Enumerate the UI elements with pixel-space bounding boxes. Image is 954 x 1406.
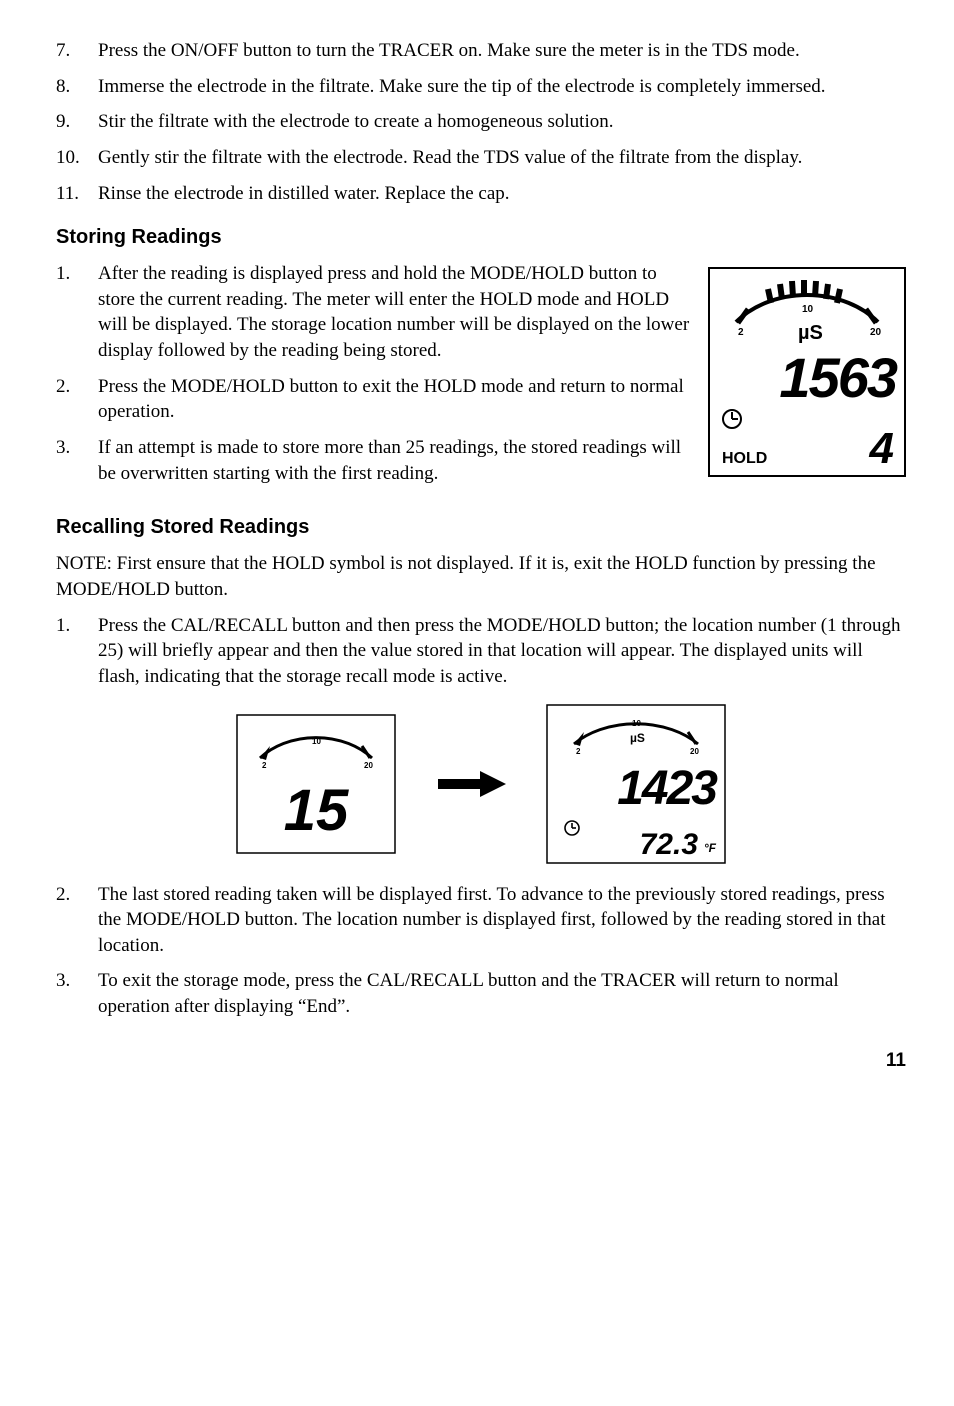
recall-figure-row: 2 10 20 15 2 10 20 µS 1423 72.3 °F [56,704,906,864]
storing-text: 1. After the reading is displayed press … [56,261,690,496]
svg-text:2: 2 [576,747,581,756]
list-item: 2. Press the MODE/HOLD button to exit th… [56,374,690,425]
item-text: Stir the filtrate with the electrode to … [98,109,906,135]
list-item: 3. If an attempt is made to store more t… [56,435,690,486]
storing-section: 1. After the reading is displayed press … [56,261,906,496]
item-number: 3. [56,968,98,1019]
unit-label: µS [798,322,823,344]
item-number: 2. [56,374,98,425]
recall-list: 1. Press the CAL/RECALL button and then … [56,613,906,690]
item-number: 11. [56,181,98,207]
list-item: 11. Rinse the electrode in distilled wat… [56,181,906,207]
item-number: 9. [56,109,98,135]
list-item: 10. Gently stir the filtrate with the el… [56,145,906,171]
item-number: 2. [56,882,98,959]
lcd-figure-storing: 2 10 20 µS 1563 HOLD 4 [708,267,906,477]
instruction-list-1: 7. Press the ON/OFF button to turn the T… [56,38,906,206]
item-number: 7. [56,38,98,64]
item-number: 3. [56,435,98,486]
main-reading: 1563 [779,346,897,409]
item-number: 8. [56,74,98,100]
svg-text:µS: µS [630,731,645,745]
item-text: If an attempt is made to store more than… [98,435,690,486]
item-text: Immerse the electrode in the filtrate. M… [98,74,906,100]
list-item: 1. Press the CAL/RECALL button and then … [56,613,906,690]
main-reading: 1423 [617,762,718,815]
item-text: To exit the storage mode, press the CAL/… [98,968,906,1019]
arrow-icon [436,769,506,799]
list-item: 1. After the reading is displayed press … [56,261,690,364]
recall-list-2: 2. The last stored reading taken will be… [56,882,906,1020]
scale-max-label: 20 [870,327,882,338]
svg-text:2: 2 [262,761,267,770]
list-item: 2. The last stored reading taken will be… [56,882,906,959]
item-text: Press the ON/OFF button to turn the TRAC… [98,38,906,64]
heading-storing: Storing Readings [56,224,906,251]
item-number: 1. [56,261,98,364]
list-item: 9. Stir the filtrate with the electrode … [56,109,906,135]
secondary-reading: 4 [869,424,894,473]
item-number: 10. [56,145,98,171]
page-number: 11 [56,1048,906,1074]
secondary-unit: °F [704,841,717,855]
list-item: 8. Immerse the electrode in the filtrate… [56,74,906,100]
item-text: The last stored reading taken will be di… [98,882,906,959]
hold-label: HOLD [722,450,767,467]
item-text: Press the CAL/RECALL button and then pre… [98,613,906,690]
recall-note: NOTE: First ensure that the HOLD symbol … [56,551,906,602]
item-text: Press the MODE/HOLD button to exit the H… [98,374,690,425]
svg-text:10: 10 [312,737,321,746]
scale-min-label: 2 [738,327,744,338]
heading-recall: Recalling Stored Readings [56,514,906,541]
list-item: 3. To exit the storage mode, press the C… [56,968,906,1019]
item-text: After the reading is displayed press and… [98,261,690,364]
svg-text:20: 20 [690,747,699,756]
lcd-figure-recall-left: 2 10 20 15 [236,714,396,854]
secondary-reading: 72.3 [640,828,699,861]
list-item: 7. Press the ON/OFF button to turn the T… [56,38,906,64]
svg-text:10: 10 [632,719,641,728]
svg-text:20: 20 [364,761,373,770]
item-text: Gently stir the filtrate with the electr… [98,145,906,171]
lcd-figure-recall-right: 2 10 20 µS 1423 72.3 °F [546,704,726,864]
scale-mid-label: 10 [802,304,814,315]
main-reading: 15 [284,778,349,843]
item-text: Rinse the electrode in distilled water. … [98,181,906,207]
item-number: 1. [56,613,98,690]
